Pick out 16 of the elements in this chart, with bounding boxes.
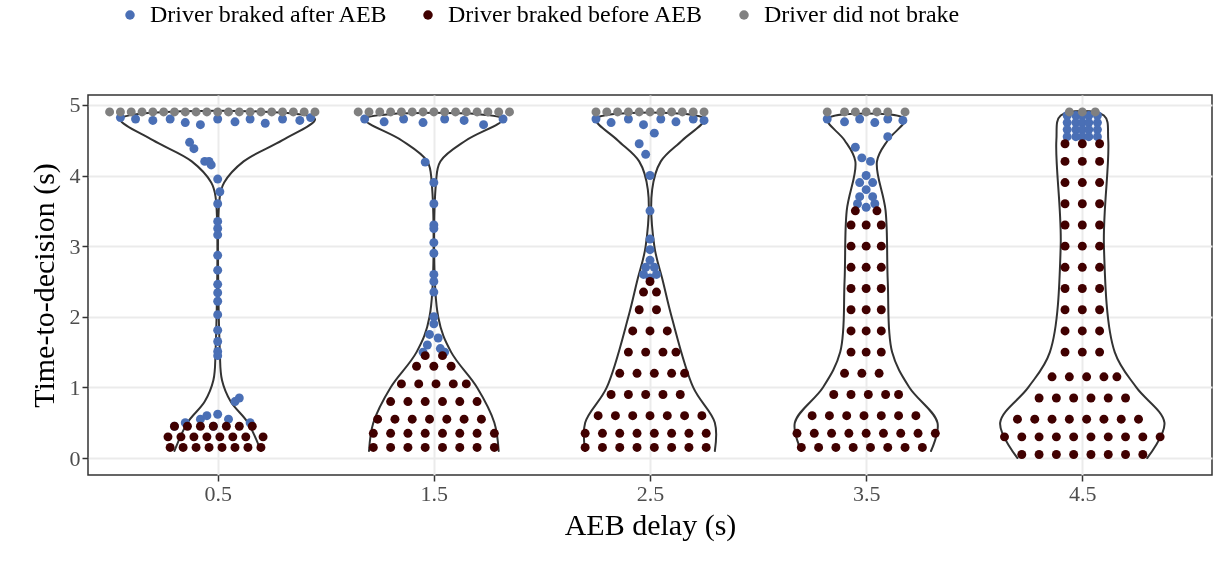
x-axis-title: AEB delay (s) xyxy=(564,507,737,542)
legend-label: Driver braked before AEB xyxy=(448,1,702,27)
x-tick-label: 1.5 xyxy=(420,480,449,506)
x-tick-label: 4.5 xyxy=(1069,480,1097,506)
x-tick-label: 3.5 xyxy=(852,480,881,506)
legend-label: Driver did not brake xyxy=(764,1,960,27)
y-tick-label: 1 xyxy=(69,374,81,400)
x-tick-label: 2.5 xyxy=(636,480,665,506)
y-axis-title: Time-to-decision (s) xyxy=(26,163,61,408)
y-tick-label: 4 xyxy=(69,163,81,189)
y-tick-label: 3 xyxy=(69,233,81,259)
legend-label: Driver braked after AEB xyxy=(150,1,387,27)
x-tick-label: 0.5 xyxy=(204,480,232,506)
y-tick-label: 5 xyxy=(69,92,81,118)
y-tick-label: 2 xyxy=(69,304,81,330)
y-tick-label: 0 xyxy=(69,445,81,471)
